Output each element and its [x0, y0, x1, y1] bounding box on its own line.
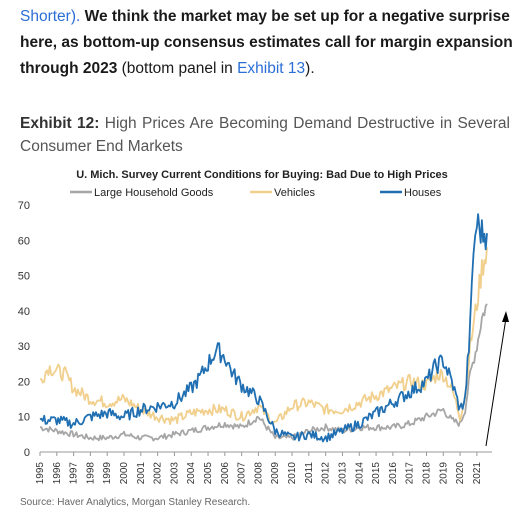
- x-tick-label: 2020: [455, 462, 466, 485]
- series-line-vehicles: [40, 247, 488, 425]
- x-tick-label: 2008: [253, 462, 264, 485]
- exhibit-title: Exhibit 12: High Prices Are Becoming Dem…: [20, 112, 510, 158]
- para-line3-normal-b: ).: [305, 60, 315, 77]
- x-tick-label: 2019: [438, 462, 449, 485]
- x-tick-label: 2018: [421, 462, 432, 485]
- x-axis: 1995 1996 1997 1998 1999 2000 2001 2002 2003 2004…: [35, 451, 492, 485]
- x-tick-label: 1997: [69, 462, 80, 485]
- arrow-line: [485, 317, 507, 447]
- arrow-head: [502, 311, 509, 322]
- x-tick-label: 2014: [354, 462, 365, 485]
- x-tick-label: 1999: [102, 462, 113, 485]
- x-tick-label: 2021: [472, 462, 483, 485]
- y-tick-label: 30: [18, 341, 30, 353]
- legend-label: Houses: [404, 187, 442, 199]
- x-tick-label: 2002: [153, 462, 164, 485]
- x-tick-label: 2017: [405, 462, 416, 485]
- x-tick-label: 2004: [186, 462, 197, 485]
- exhibit-label: Exhibit 12:: [20, 115, 100, 132]
- y-tick-label: 50: [18, 271, 30, 283]
- intro-paragraph: Shorter). We think the market may be set…: [20, 4, 515, 82]
- series-line-large-household-goods: [39, 303, 488, 442]
- chart-title: U. Mich. Survey Current Conditions for B…: [76, 169, 448, 181]
- x-tick-label: 2015: [371, 462, 382, 485]
- x-tick-label: 1998: [85, 462, 96, 485]
- exhibit-title-text: High Prices Are Becoming Demand Destruct…: [20, 115, 510, 155]
- x-tick-label: 2009: [270, 462, 281, 485]
- chart-legend: Large Household Goods Vehicles Houses: [70, 187, 442, 199]
- legend-label: Vehicles: [274, 187, 315, 199]
- y-tick-label: 0: [24, 447, 30, 459]
- x-tick-label: 2013: [337, 462, 348, 485]
- para-line1-normal: Shorter).: [20, 8, 81, 25]
- para-line3-normal-a: (bottom panel in: [117, 60, 238, 77]
- annotations: [485, 311, 509, 447]
- y-tick-label: 70: [18, 200, 30, 212]
- series-line-houses: [39, 213, 488, 443]
- x-tick-label: 2011: [304, 462, 315, 484]
- y-tick-label: 20: [18, 376, 30, 388]
- para-line1-bold: We think the market may be set up for a …: [80, 8, 510, 25]
- x-tick-label: 2003: [169, 462, 180, 485]
- x-tick-label: 2007: [237, 462, 248, 485]
- para-line2-bold: here, as bottom-up consensus estimates c…: [20, 34, 513, 51]
- x-tick-label: 1995: [35, 462, 46, 485]
- legend-label: Large Household Goods: [94, 187, 214, 199]
- x-tick-label: 2016: [388, 462, 399, 485]
- x-tick-label: 2012: [321, 462, 332, 485]
- exhibit-13-link[interactable]: Exhibit 13: [237, 60, 306, 77]
- y-tick-label: 60: [18, 235, 30, 247]
- x-tick-label: 2001: [136, 462, 147, 485]
- plot-area: [39, 213, 488, 443]
- source-note: Source: Haver Analytics, Morgan Stanley …: [20, 497, 251, 508]
- x-tick-label: 2006: [220, 462, 231, 485]
- y-axis: 0 10 20 30 40 50 60 70: [18, 200, 30, 459]
- para-line3-bold: through 2023: [20, 60, 118, 77]
- y-tick-label: 10: [18, 412, 30, 424]
- x-tick-label: 2010: [287, 462, 298, 485]
- x-tick-label: 2005: [203, 462, 214, 485]
- x-tick-label: 1996: [52, 462, 63, 485]
- y-tick-label: 40: [18, 306, 30, 318]
- x-tick-label: 2000: [119, 462, 130, 485]
